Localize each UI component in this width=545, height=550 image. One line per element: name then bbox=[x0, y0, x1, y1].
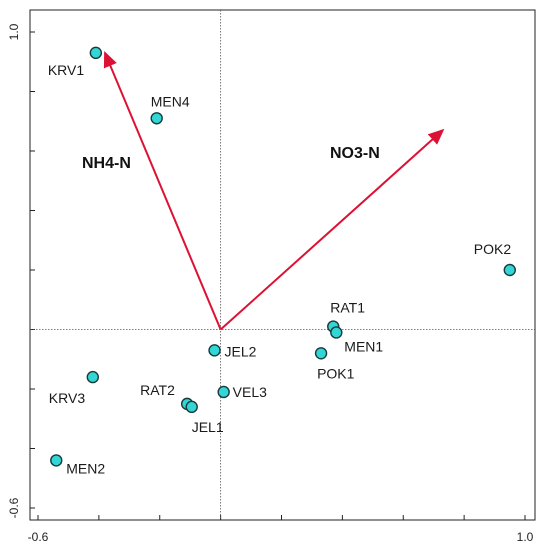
y-tick-label: 1.0 bbox=[7, 23, 21, 40]
point-label-pok2: POK2 bbox=[474, 241, 512, 257]
point-pok2 bbox=[503, 263, 516, 277]
point-krv3 bbox=[86, 370, 99, 384]
point-label-krv3: KRV3 bbox=[49, 390, 86, 406]
point-label-krv1: KRV1 bbox=[48, 62, 85, 78]
point-label-rat2: RAT2 bbox=[140, 382, 175, 398]
point-label-jel1: JEL1 bbox=[192, 419, 224, 435]
point-jel2 bbox=[208, 344, 221, 357]
point-vel3 bbox=[217, 385, 230, 399]
vector-no3-n-arrow bbox=[219, 128, 445, 331]
point-label-pok1: POK1 bbox=[317, 365, 355, 381]
point-men1 bbox=[330, 326, 343, 339]
point-label-men1: MEN1 bbox=[344, 338, 383, 354]
site-points: KRV1 MEN4 POK2 RAT1 MEN1 POK1 JEL2 KRV3 VEL3 RAT2… bbox=[48, 46, 516, 476]
environmental-vectors: NH4-N NO3-N bbox=[82, 50, 445, 331]
point-men4 bbox=[150, 112, 163, 125]
point-label-rat1: RAT1 bbox=[330, 300, 365, 316]
point-jel1 bbox=[185, 400, 198, 414]
point-krv1 bbox=[89, 46, 103, 60]
reference-lines bbox=[30, 10, 535, 520]
y-tick-label: -0.6 bbox=[7, 497, 21, 518]
vector-nh4-n-arrow bbox=[103, 50, 222, 330]
vector-label-no3-n: NO3-N bbox=[330, 145, 380, 162]
point-pok1 bbox=[314, 347, 328, 360]
point-label-jel2: JEL2 bbox=[225, 343, 257, 359]
vector-label-nh4-n: NH4-N bbox=[82, 155, 131, 172]
x-tick-label: -0.6 bbox=[28, 530, 49, 544]
point-label-men2: MEN2 bbox=[66, 460, 105, 476]
x-tick-label: 1.0 bbox=[517, 530, 534, 544]
point-label-vel3: VEL3 bbox=[233, 384, 267, 400]
plot-frame bbox=[29, 9, 536, 521]
axis-ticks bbox=[30, 31, 526, 520]
tick-labels: -0.6 1.0 -0.6 1.0 bbox=[7, 23, 534, 544]
point-label-men4: MEN4 bbox=[151, 93, 190, 109]
point-men2 bbox=[50, 454, 63, 467]
